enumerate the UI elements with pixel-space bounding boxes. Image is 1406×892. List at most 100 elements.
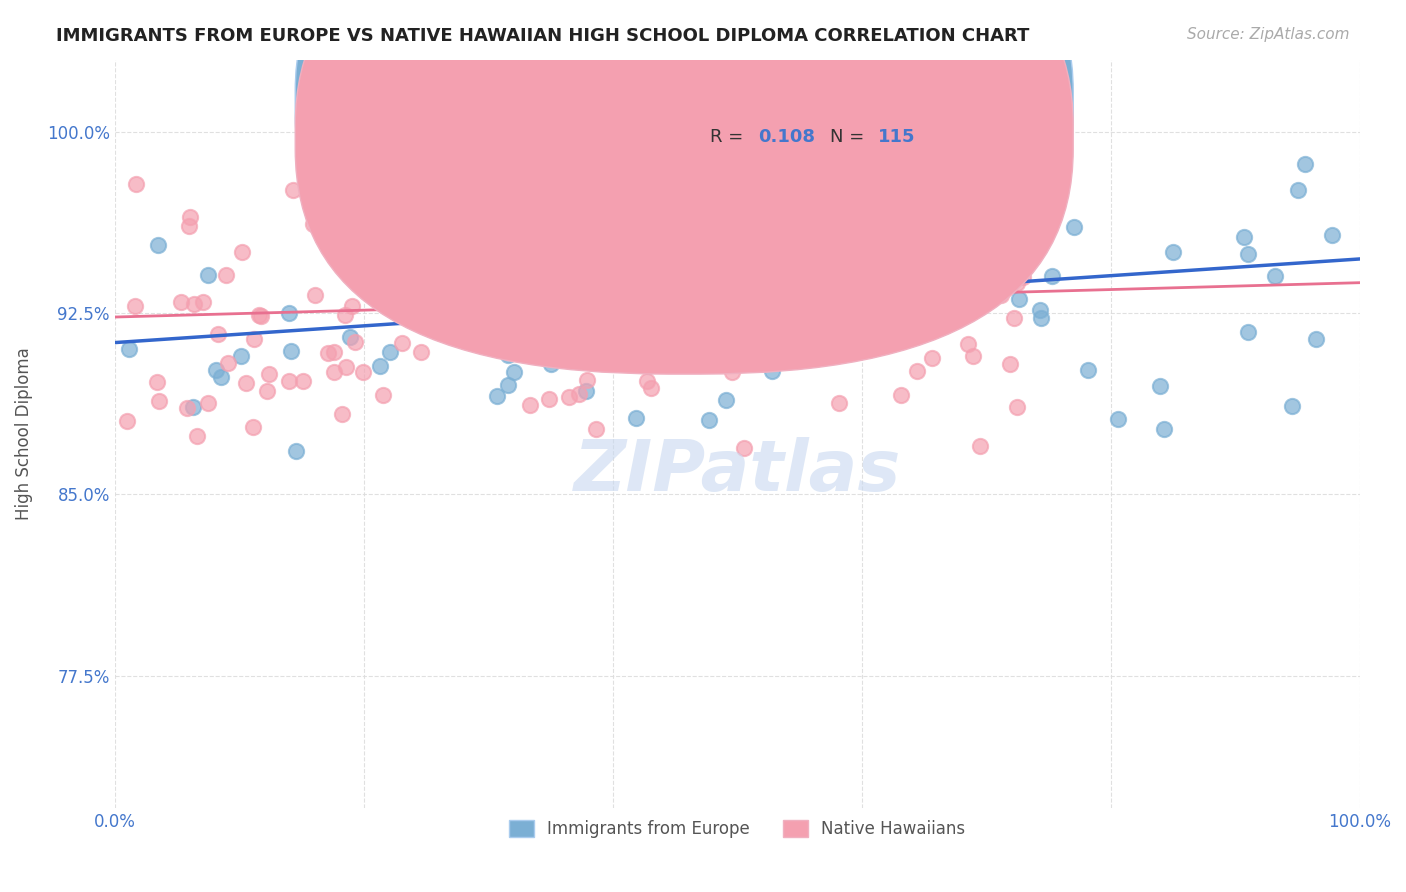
Point [941, 101, 963, 115]
Point [827, 396, 849, 410]
Point [756, 271, 779, 285]
Point [447, 293, 470, 307]
Point [247, 309, 270, 323]
Point [990, 288, 1012, 302]
Point [995, 277, 1018, 291]
Point [176, 401, 198, 415]
Point [1031, 311, 1053, 326]
Point [368, 359, 391, 373]
Point [406, 307, 429, 321]
Point [969, 439, 991, 453]
Point [295, 126, 318, 140]
Legend: Immigrants from Europe, Native Hawaiians: Immigrants from Europe, Native Hawaiians [502, 814, 972, 845]
Point [1077, 362, 1099, 376]
Point [364, 286, 387, 301]
FancyBboxPatch shape [295, 0, 1073, 374]
Point [1161, 245, 1184, 260]
Point [1029, 302, 1052, 317]
Point [751, 297, 773, 311]
Point [249, 309, 271, 323]
Point [415, 224, 437, 238]
Point [620, 260, 643, 274]
Point [673, 351, 696, 365]
Point [821, 162, 844, 177]
FancyBboxPatch shape [295, 0, 1073, 341]
Point [256, 384, 278, 398]
Point [278, 374, 301, 388]
Y-axis label: High School Diploma: High School Diploma [15, 348, 32, 520]
Point [325, 186, 347, 201]
Point [707, 268, 730, 282]
Text: R =: R = [710, 94, 749, 112]
Point [832, 178, 855, 193]
Point [115, 414, 138, 428]
Point [496, 348, 519, 362]
Point [146, 238, 169, 252]
Point [411, 344, 433, 359]
Point [572, 284, 595, 298]
Text: IMMIGRANTS FROM EUROPE VS NATIVE HAWAIIAN HIGH SCHOOL DIPLOMA CORRELATION CHART: IMMIGRANTS FROM EUROPE VS NATIVE HAWAIIA… [56, 27, 1029, 45]
Point [118, 342, 141, 356]
FancyBboxPatch shape [644, 75, 973, 169]
Point [558, 390, 581, 404]
Point [1305, 332, 1327, 346]
Point [186, 428, 208, 442]
Point [503, 365, 526, 379]
Point [721, 335, 744, 350]
Point [378, 345, 401, 359]
Point [145, 375, 167, 389]
Point [281, 183, 304, 197]
Point [516, 338, 538, 352]
Point [1007, 277, 1029, 291]
Point [714, 206, 737, 220]
Point [742, 282, 765, 296]
Point [374, 186, 396, 200]
Point [214, 268, 236, 282]
Point [551, 351, 574, 365]
Point [762, 249, 785, 263]
Point [772, 237, 794, 252]
Point [1153, 422, 1175, 436]
Point [1000, 357, 1022, 371]
Point [779, 165, 801, 179]
Point [1322, 227, 1344, 242]
Point [371, 388, 394, 402]
Point [323, 345, 346, 359]
Point [1008, 292, 1031, 306]
Point [207, 327, 229, 342]
Point [761, 364, 783, 378]
Point [538, 392, 561, 407]
Point [332, 407, 354, 421]
Point [772, 325, 794, 339]
Point [231, 245, 253, 260]
Point [243, 332, 266, 346]
Point [865, 280, 887, 294]
Point [1294, 157, 1316, 171]
Point [217, 356, 239, 370]
Point [191, 294, 214, 309]
Point [621, 277, 644, 291]
Point [540, 357, 562, 371]
Point [179, 219, 201, 233]
Point [676, 252, 699, 266]
Point [304, 288, 326, 302]
Point [1005, 400, 1028, 414]
Point [927, 300, 949, 314]
Point [748, 229, 770, 244]
Point [465, 324, 488, 338]
Text: 80: 80 [877, 94, 903, 112]
Point [817, 192, 839, 206]
Point [1233, 230, 1256, 244]
Text: 0.108: 0.108 [758, 128, 815, 145]
Point [758, 316, 780, 330]
Point [953, 289, 976, 303]
Point [1040, 269, 1063, 284]
Point [742, 317, 765, 331]
Point [846, 328, 869, 343]
Point [1024, 217, 1046, 231]
Point [780, 176, 803, 190]
Point [990, 202, 1012, 216]
Point [831, 244, 853, 259]
Point [292, 374, 315, 388]
Point [894, 199, 917, 213]
